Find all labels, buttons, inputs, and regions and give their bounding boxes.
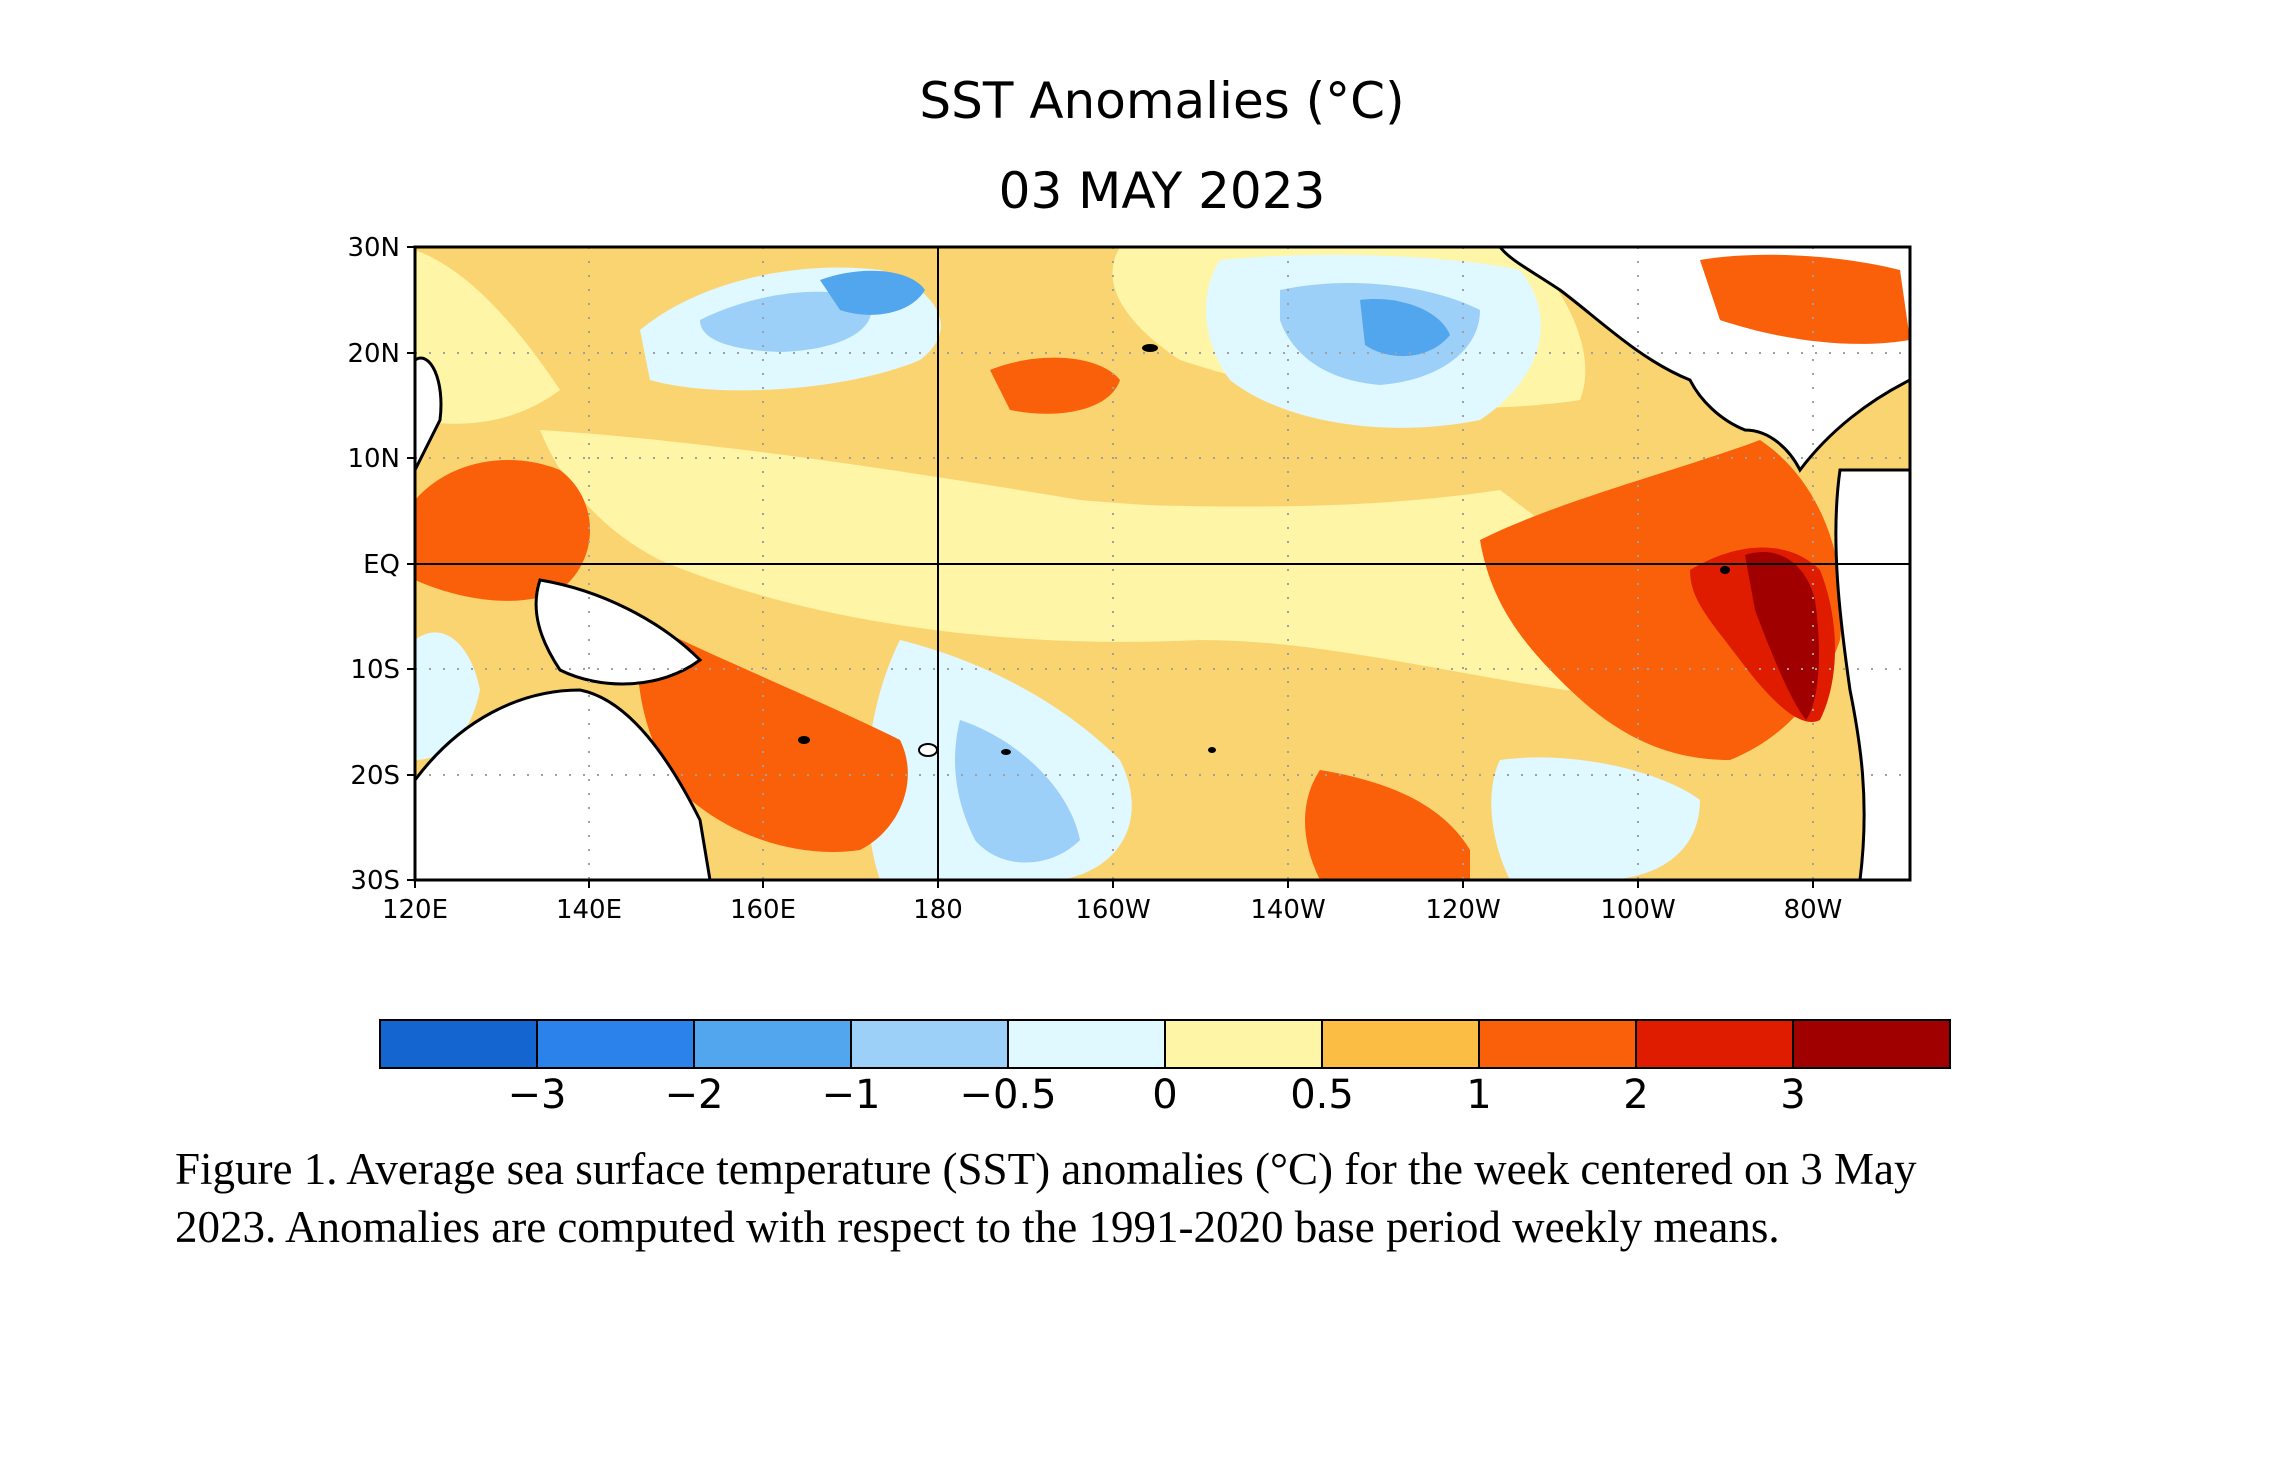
land-new-guinea bbox=[534, 578, 703, 686]
lat-label: 20N bbox=[347, 339, 400, 369]
colorbar-ticks: −3 −2 −1 −0.5 0 0.5 1 2 3 bbox=[508, 1072, 1806, 1118]
colorbar-tick-label: 0 bbox=[1152, 1072, 1177, 1118]
anomaly-region bbox=[820, 270, 925, 315]
land-hawaii bbox=[1142, 344, 1158, 352]
colorbar-tick-label: −1 bbox=[822, 1072, 881, 1118]
land-philippines bbox=[415, 356, 443, 471]
lon-label: 80W bbox=[1784, 895, 1843, 925]
figure-caption: Figure 1. Average sea surface temperatur… bbox=[175, 1140, 2175, 1256]
colorbar-tick-label: −0.5 bbox=[959, 1072, 1056, 1118]
lon-label: 140E bbox=[556, 895, 622, 925]
colorbar-swatch bbox=[1635, 1019, 1794, 1069]
colorbar bbox=[379, 1019, 1951, 1069]
land-south-america bbox=[1834, 468, 1910, 880]
anomaly-region bbox=[637, 620, 908, 852]
lon-label: 160E bbox=[730, 895, 796, 925]
land-australia bbox=[415, 688, 712, 880]
caption-line: 2023. Anomalies are computed with respec… bbox=[175, 1202, 1780, 1252]
map-date: 03 MAY 2023 bbox=[999, 162, 1326, 220]
colorbar-swatch bbox=[1164, 1019, 1323, 1069]
colorbar-tick-label: 2 bbox=[1623, 1072, 1648, 1118]
anomaly-region bbox=[415, 250, 560, 424]
anomaly-region bbox=[1491, 757, 1700, 880]
land-island bbox=[1001, 749, 1011, 755]
anomaly-region bbox=[415, 460, 590, 601]
lon-axis: 120E 140E 160E 180 160W 140W 120W 100W 8… bbox=[382, 880, 1842, 925]
colorbar-swatch bbox=[1007, 1019, 1166, 1069]
map-title: SST Anomalies (°C) bbox=[919, 72, 1404, 130]
caption-line: Figure 1. Average sea surface temperatur… bbox=[175, 1144, 1917, 1194]
lat-label: 30S bbox=[350, 866, 400, 896]
anomaly-region bbox=[415, 632, 480, 760]
colorbar-tick-label: 0.5 bbox=[1290, 1072, 1354, 1118]
land-fiji bbox=[798, 736, 810, 744]
lon-label: 180 bbox=[913, 895, 963, 925]
colorbar-swatch bbox=[536, 1019, 695, 1069]
anomaly-region bbox=[700, 291, 872, 352]
land-galapagos bbox=[1720, 566, 1730, 574]
colorbar-swatch bbox=[850, 1019, 1009, 1069]
anomaly-region bbox=[990, 357, 1120, 414]
anomaly-region bbox=[1480, 440, 1842, 760]
lat-label: 20S bbox=[350, 761, 400, 791]
sst-map bbox=[415, 247, 1910, 880]
anomaly-region bbox=[955, 720, 1080, 863]
colorbar-swatch bbox=[693, 1019, 852, 1069]
lon-label: 140W bbox=[1250, 895, 1325, 925]
colorbar-swatch bbox=[1478, 1019, 1637, 1069]
lon-label: 120E bbox=[382, 895, 448, 925]
lat-label: EQ bbox=[363, 550, 400, 580]
lat-label: 10N bbox=[347, 444, 400, 474]
colorbar-tick-label: −3 bbox=[508, 1072, 567, 1118]
land-island bbox=[1208, 747, 1216, 753]
anomaly-region bbox=[1305, 770, 1470, 880]
colorbar-swatch bbox=[1321, 1019, 1480, 1069]
lon-label: 120W bbox=[1425, 895, 1500, 925]
lon-label: 160W bbox=[1075, 895, 1150, 925]
anomaly-region bbox=[1360, 299, 1450, 357]
colorbar-tick-label: 3 bbox=[1780, 1072, 1805, 1118]
colorbar-tick-label: 1 bbox=[1466, 1072, 1491, 1118]
anomaly-region bbox=[940, 490, 1540, 576]
colorbar-swatch bbox=[1792, 1019, 1951, 1069]
colorbar-swatch bbox=[379, 1019, 538, 1069]
anomaly-region bbox=[1745, 552, 1819, 720]
anomaly-region-caribbean bbox=[1700, 254, 1910, 344]
lat-label: 30N bbox=[347, 233, 400, 263]
lat-axis: 30N 20N 10N EQ 10S 20S 30S bbox=[347, 233, 415, 896]
colorbar-tick-label: −2 bbox=[665, 1072, 724, 1118]
land-island bbox=[918, 743, 938, 757]
lon-label: 100W bbox=[1600, 895, 1675, 925]
lat-label: 10S bbox=[350, 655, 400, 685]
